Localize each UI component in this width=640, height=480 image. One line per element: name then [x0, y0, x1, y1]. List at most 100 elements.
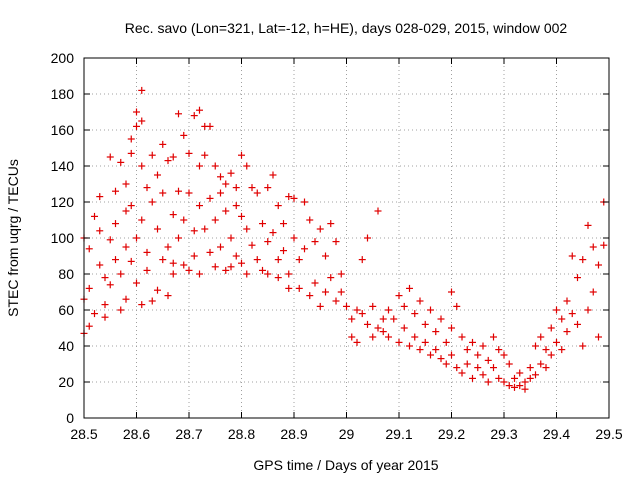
data-point: [248, 184, 256, 192]
x-tick-label: 29.3: [490, 426, 517, 442]
data-point: [96, 261, 104, 269]
data-point: [385, 306, 392, 314]
data-point: [505, 382, 513, 390]
data-point: [358, 256, 366, 264]
x-tick-labels: 28.5 28.6 28.7 28.8 28.9 29 29.1 29.2 29.3 29.4 29…: [70, 426, 622, 442]
data-point: [185, 189, 193, 197]
data-point: [579, 342, 587, 350]
data-point: [190, 112, 198, 120]
data-point: [154, 286, 161, 294]
data-point: [164, 243, 172, 251]
y-tick-label: 80: [58, 266, 74, 282]
data-point: [101, 313, 109, 321]
x-tick-label: 28.7: [175, 426, 202, 442]
data-point: [411, 310, 419, 318]
data-point: [295, 284, 303, 292]
data-point: [374, 324, 382, 332]
data-point: [416, 346, 424, 354]
data-point: [327, 274, 335, 282]
data-point: [532, 371, 539, 379]
x-tick-label: 28.5: [70, 426, 97, 442]
data-point: [227, 234, 235, 242]
data-point: [259, 220, 266, 228]
data-point: [379, 315, 387, 323]
data-point: [306, 292, 314, 300]
data-point: [547, 351, 555, 359]
y-tick-label: 100: [51, 230, 75, 246]
data-point: [143, 184, 151, 192]
data-point: [589, 243, 597, 251]
data-point: [348, 333, 356, 341]
y-tick-labels: 0 20 40 60 80 100 120 140 160 180 200: [51, 50, 75, 426]
data-point: [421, 338, 429, 346]
data-point: [117, 270, 125, 278]
data-point: [327, 220, 335, 228]
data-point: [547, 324, 555, 332]
data-point: [264, 270, 272, 278]
data-point: [122, 243, 130, 251]
data-point: [568, 252, 576, 260]
data-point: [332, 238, 340, 246]
data-point: [217, 189, 224, 197]
data-point: [243, 162, 251, 170]
data-point: [285, 270, 293, 278]
data-point: [85, 322, 93, 330]
data-point: [411, 333, 419, 341]
x-tick-label: 28.9: [280, 426, 307, 442]
data-point: [211, 162, 219, 170]
data-point: [322, 288, 329, 296]
data-point: [553, 338, 560, 346]
data-point: [453, 364, 461, 372]
data-point: [395, 292, 403, 300]
data-point: [364, 320, 371, 328]
data-point: [322, 252, 329, 260]
data-point: [269, 171, 277, 179]
data-point: [259, 266, 266, 274]
data-point: [238, 151, 245, 159]
data-point: [369, 302, 377, 310]
y-axis-label: STEC from uqrg / TECUs: [5, 159, 21, 317]
data-point: [148, 151, 156, 159]
data-point: [395, 338, 403, 346]
y-tick-label: 180: [51, 86, 75, 102]
data-point: [85, 245, 93, 253]
data-point: [306, 216, 314, 224]
data-point: [175, 234, 182, 242]
data-point: [253, 189, 261, 197]
data-point: [117, 306, 125, 314]
data-point: [169, 211, 177, 219]
data-point: [206, 248, 214, 256]
data-point: [133, 122, 140, 130]
data-point: [164, 157, 172, 165]
data-point: [222, 180, 230, 188]
data-point: [133, 279, 140, 287]
data-point: [448, 324, 455, 332]
data-point: [595, 333, 602, 341]
data-point: [285, 284, 293, 292]
data-point: [416, 297, 424, 305]
data-point: [390, 315, 398, 323]
data-point: [385, 333, 392, 341]
data-point: [558, 346, 566, 354]
data-point: [196, 202, 203, 210]
data-point: [463, 360, 471, 368]
data-point: [91, 212, 98, 220]
data-point: [484, 378, 492, 386]
data-point: [243, 270, 251, 278]
data-point: [154, 171, 161, 179]
data-point: [148, 297, 156, 305]
data-point: [91, 310, 98, 318]
y-tick-label: 40: [58, 338, 74, 354]
x-tick-label: 29.1: [385, 426, 412, 442]
data-point: [432, 328, 440, 336]
data-point: [96, 193, 104, 201]
data-point: [511, 374, 518, 382]
data-point: [458, 369, 466, 377]
data-point: [232, 184, 240, 192]
data-point: [311, 279, 319, 287]
data-point: [500, 378, 508, 386]
data-point: [138, 301, 146, 309]
data-point: [196, 106, 203, 114]
data-point: [553, 306, 560, 314]
